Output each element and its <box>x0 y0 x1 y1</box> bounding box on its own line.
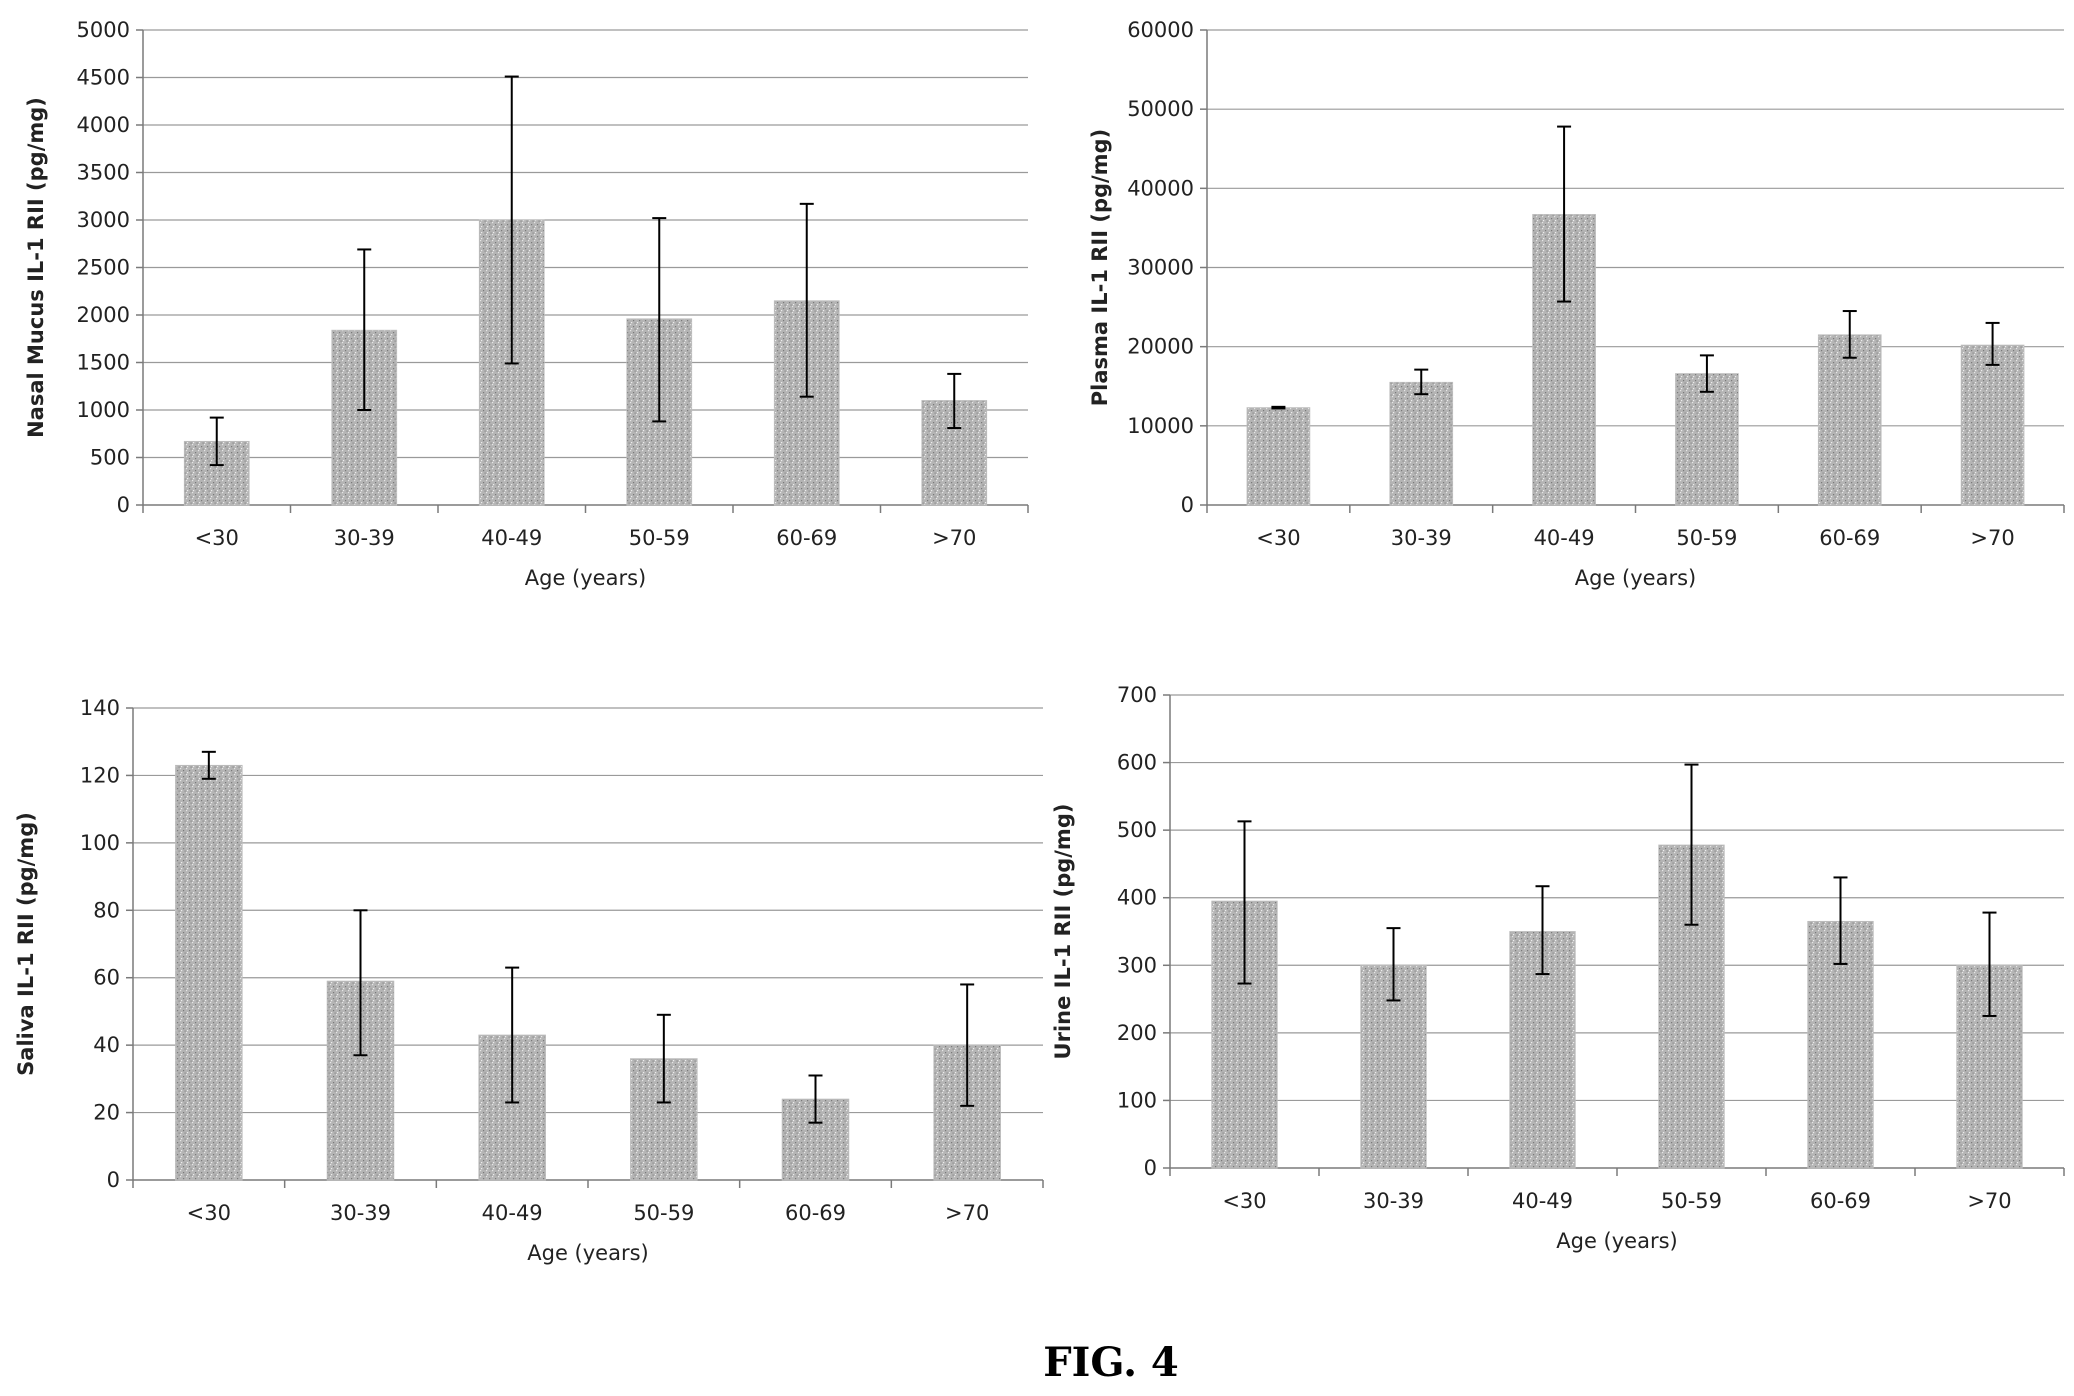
chart-panel-1: 0 500 1000 1500 2000 2500 3000 3500 4000 4500 5000… <box>24 18 1029 590</box>
y-tick-label: 140 <box>80 696 120 720</box>
y-tick-label: 700 <box>1117 683 1157 707</box>
y-tick-label: 500 <box>90 446 130 470</box>
charts-layer: 0500100015002000250030003500400045005000… <box>14 18 2065 1265</box>
y-tick-label: 1500 <box>77 351 130 375</box>
y-tick-label: 50000 <box>1127 97 1194 121</box>
x-tick-label: 50-59 <box>1676 526 1737 550</box>
y-tick-label: 20 <box>93 1101 120 1125</box>
bar <box>175 764 243 1181</box>
x-tick-label: 60-69 <box>1819 526 1880 550</box>
bar <box>1960 344 2025 506</box>
y-tick-label: 3000 <box>77 208 130 232</box>
y-tick-label: 500 <box>1117 818 1157 842</box>
x-tick-label: 50-59 <box>1661 1189 1722 1213</box>
y-tick-label: 60000 <box>1127 18 1194 42</box>
y-axis-title: Urine IL-1 RII (pg/mg) <box>1051 804 1075 1060</box>
x-tick-label: 30-39 <box>1363 1189 1424 1213</box>
y-tick-label: 100 <box>1117 1088 1157 1112</box>
y-tick-label: 40 <box>93 1033 120 1057</box>
x-tick-label: <30 <box>1256 526 1300 550</box>
y-tick-label: 80 <box>93 898 120 922</box>
y-tick-label: 2500 <box>77 256 130 280</box>
y-tick-label: 400 <box>1117 886 1157 910</box>
bar <box>1246 407 1311 506</box>
bar <box>1675 373 1739 506</box>
bar <box>630 1058 698 1181</box>
figure-caption: FIG. 4 <box>1043 1339 1179 1386</box>
y-tick-label: 120 <box>80 763 120 787</box>
x-tick-label: 40-49 <box>1512 1189 1573 1213</box>
chart-panel-3: 0 20 40 60 80 100 120 140 <30 30-39 40-49 50-59 60-6… <box>14 696 1044 1265</box>
y-tick-label: 600 <box>1117 751 1157 775</box>
y-tick-label: 40000 <box>1127 176 1194 200</box>
y-axis-title: Nasal Mucus IL-1 RII (pg/mg) <box>24 97 48 438</box>
bar <box>1389 381 1454 506</box>
x-axis-title: Age (years) <box>527 1241 648 1265</box>
y-axis-title: Plasma IL-1 RII (pg/mg) <box>1088 129 1112 406</box>
x-axis-title: Age (years) <box>525 566 646 590</box>
x-tick-label: >70 <box>932 526 976 550</box>
y-tick-label: 4500 <box>77 66 130 90</box>
x-tick-label: >70 <box>1970 526 2014 550</box>
y-tick-label: 30000 <box>1127 256 1194 280</box>
x-axis-title: Age (years) <box>1575 566 1696 590</box>
x-tick-label: 50-59 <box>629 526 690 550</box>
chart-panel-4: 0 100 200 300 400 500 600 700 <30 30-39 40-49 50-59… <box>1051 683 2065 1253</box>
x-tick-label: 30-39 <box>1391 526 1452 550</box>
y-tick-label: 200 <box>1117 1021 1157 1045</box>
y-tick-label: 1000 <box>77 398 130 422</box>
y-tick-label: 0 <box>117 493 130 517</box>
x-tick-label: 60-69 <box>785 1201 846 1225</box>
y-tick-label: 0 <box>1144 1156 1157 1180</box>
y-tick-label: 4000 <box>77 113 130 137</box>
x-tick-label: <30 <box>187 1201 231 1225</box>
x-tick-label: 60-69 <box>776 526 837 550</box>
y-tick-label: 0 <box>107 1168 120 1192</box>
y-tick-label: 5000 <box>77 18 130 42</box>
y-tick-label: 10000 <box>1127 414 1194 438</box>
y-tick-label: 100 <box>80 831 120 855</box>
x-tick-label: <30 <box>1222 1189 1266 1213</box>
x-tick-label: 30-39 <box>330 1201 391 1225</box>
x-tick-label: 40-49 <box>1534 526 1595 550</box>
x-tick-label: 60-69 <box>1810 1189 1871 1213</box>
x-tick-label: 50-59 <box>633 1201 694 1225</box>
y-tick-label: 2000 <box>77 303 130 327</box>
bar <box>1817 334 1882 506</box>
chart-panel-2: 0 10000 20000 30000 40000 50000 60000 <30 30-39 4… <box>1088 18 2065 590</box>
x-tick-label: 30-39 <box>334 526 395 550</box>
x-tick-label: >70 <box>945 1201 989 1225</box>
y-axis-title: Saliva IL-1 RII (pg/mg) <box>14 812 38 1076</box>
y-tick-label: 300 <box>1117 953 1157 977</box>
y-tick-label: 20000 <box>1127 335 1194 359</box>
x-axis-title: Age (years) <box>1556 1229 1677 1253</box>
y-tick-label: 0 <box>1181 493 1194 517</box>
x-tick-label: 40-49 <box>482 1201 543 1225</box>
x-tick-label: >70 <box>1967 1189 2011 1213</box>
y-tick-label: 3500 <box>77 161 130 185</box>
x-tick-label: 40-49 <box>481 526 542 550</box>
x-tick-label: <30 <box>195 526 239 550</box>
y-tick-label: 60 <box>93 966 120 990</box>
